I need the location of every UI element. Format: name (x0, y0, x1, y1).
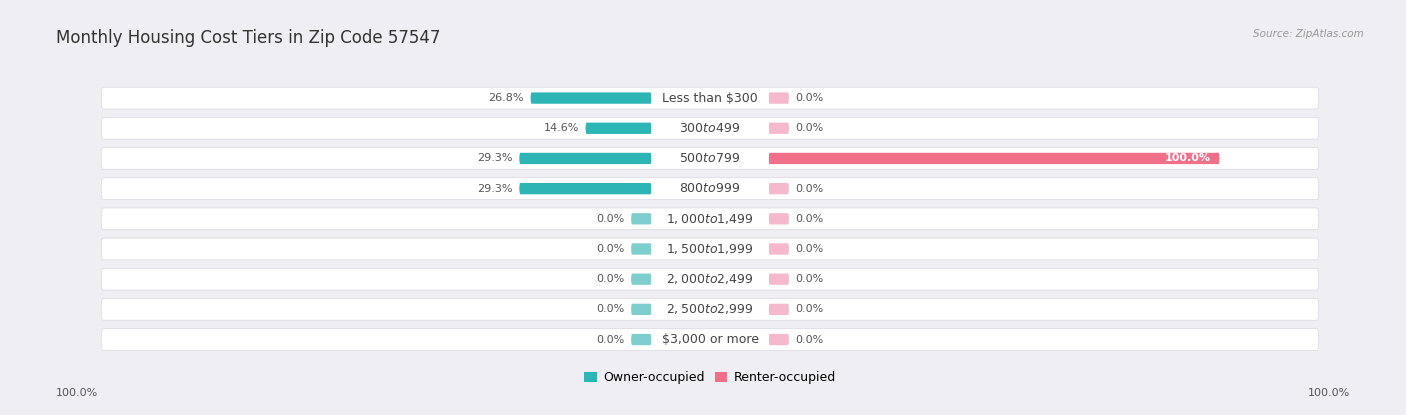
FancyBboxPatch shape (631, 243, 651, 255)
FancyBboxPatch shape (769, 243, 789, 255)
FancyBboxPatch shape (769, 334, 789, 345)
Text: $500 to $799: $500 to $799 (679, 152, 741, 165)
Legend: Owner-occupied, Renter-occupied: Owner-occupied, Renter-occupied (585, 371, 835, 384)
Text: $2,500 to $2,999: $2,500 to $2,999 (666, 303, 754, 316)
Text: 0.0%: 0.0% (596, 214, 624, 224)
FancyBboxPatch shape (631, 273, 651, 285)
Text: 0.0%: 0.0% (596, 334, 624, 344)
FancyBboxPatch shape (101, 329, 1319, 350)
FancyBboxPatch shape (101, 148, 1319, 169)
Text: 0.0%: 0.0% (796, 274, 824, 284)
FancyBboxPatch shape (769, 153, 1219, 164)
Text: 26.8%: 26.8% (488, 93, 524, 103)
Text: 0.0%: 0.0% (596, 274, 624, 284)
FancyBboxPatch shape (519, 153, 651, 164)
FancyBboxPatch shape (651, 183, 769, 194)
FancyBboxPatch shape (530, 93, 651, 104)
Text: $1,000 to $1,499: $1,000 to $1,499 (666, 212, 754, 226)
FancyBboxPatch shape (101, 117, 1319, 139)
Text: 29.3%: 29.3% (477, 183, 513, 194)
FancyBboxPatch shape (101, 208, 1319, 229)
FancyBboxPatch shape (651, 153, 769, 164)
FancyBboxPatch shape (101, 298, 1319, 320)
FancyBboxPatch shape (651, 213, 769, 225)
FancyBboxPatch shape (519, 183, 651, 194)
FancyBboxPatch shape (631, 213, 651, 225)
FancyBboxPatch shape (769, 304, 789, 315)
FancyBboxPatch shape (101, 269, 1319, 290)
Text: 0.0%: 0.0% (796, 183, 824, 194)
FancyBboxPatch shape (651, 334, 769, 345)
FancyBboxPatch shape (651, 243, 769, 255)
Text: 100.0%: 100.0% (1164, 154, 1211, 164)
Text: $800 to $999: $800 to $999 (679, 182, 741, 195)
FancyBboxPatch shape (769, 273, 789, 285)
Text: 14.6%: 14.6% (544, 123, 579, 133)
Text: 0.0%: 0.0% (796, 334, 824, 344)
Text: 100.0%: 100.0% (1308, 388, 1350, 398)
FancyBboxPatch shape (101, 87, 1319, 109)
FancyBboxPatch shape (651, 122, 769, 134)
FancyBboxPatch shape (769, 183, 789, 194)
Text: Less than $300: Less than $300 (662, 92, 758, 105)
Text: 0.0%: 0.0% (796, 93, 824, 103)
Text: Source: ZipAtlas.com: Source: ZipAtlas.com (1253, 29, 1364, 39)
Text: 29.3%: 29.3% (477, 154, 513, 164)
FancyBboxPatch shape (651, 93, 769, 104)
Text: 0.0%: 0.0% (796, 304, 824, 315)
FancyBboxPatch shape (101, 178, 1319, 200)
FancyBboxPatch shape (651, 273, 769, 285)
Text: 100.0%: 100.0% (56, 388, 98, 398)
FancyBboxPatch shape (585, 122, 651, 134)
Text: $1,500 to $1,999: $1,500 to $1,999 (666, 242, 754, 256)
FancyBboxPatch shape (651, 304, 769, 315)
Text: $300 to $499: $300 to $499 (679, 122, 741, 135)
FancyBboxPatch shape (769, 213, 789, 225)
Text: 0.0%: 0.0% (596, 244, 624, 254)
FancyBboxPatch shape (631, 304, 651, 315)
Text: 0.0%: 0.0% (796, 214, 824, 224)
FancyBboxPatch shape (101, 238, 1319, 260)
Text: $3,000 or more: $3,000 or more (662, 333, 758, 346)
Text: Monthly Housing Cost Tiers in Zip Code 57547: Monthly Housing Cost Tiers in Zip Code 5… (56, 29, 440, 47)
FancyBboxPatch shape (631, 334, 651, 345)
Text: 0.0%: 0.0% (596, 304, 624, 315)
Text: $2,000 to $2,499: $2,000 to $2,499 (666, 272, 754, 286)
Text: 0.0%: 0.0% (796, 123, 824, 133)
FancyBboxPatch shape (769, 93, 789, 104)
Text: 0.0%: 0.0% (796, 244, 824, 254)
FancyBboxPatch shape (769, 122, 789, 134)
